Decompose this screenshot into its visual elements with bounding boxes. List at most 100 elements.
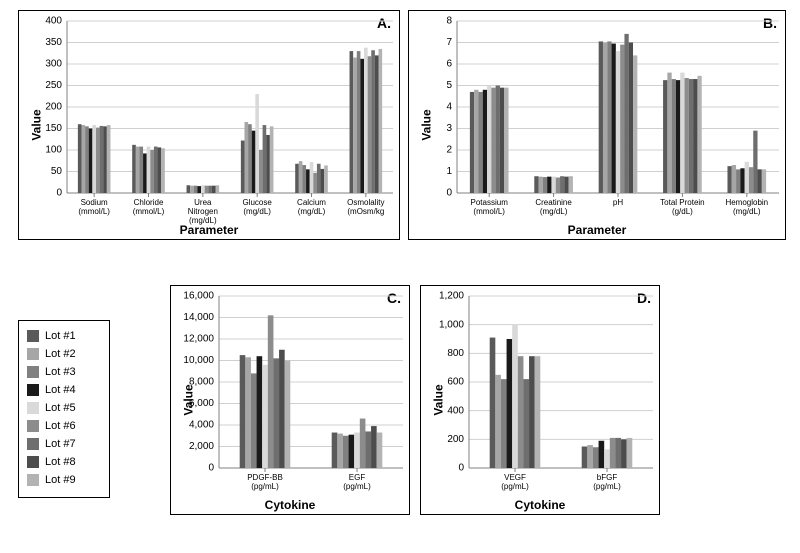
bar xyxy=(310,162,314,193)
y-tick-label: 8,000 xyxy=(189,377,214,388)
bar xyxy=(547,177,551,193)
bar xyxy=(501,379,507,468)
bar xyxy=(365,431,371,468)
legend-swatch xyxy=(27,384,39,396)
bar xyxy=(615,438,621,468)
bar xyxy=(150,150,154,193)
legend: Lot #1Lot #2Lot #3Lot #4Lot #5Lot #6Lot … xyxy=(18,320,110,498)
x-tick-label: Calcium(mg/dL) xyxy=(297,198,326,216)
bar xyxy=(285,361,291,469)
y-tick-label: 200 xyxy=(45,102,62,113)
bars xyxy=(240,315,383,468)
bar xyxy=(248,124,252,193)
bar xyxy=(534,176,538,193)
bar xyxy=(612,44,616,193)
legend-item: Lot #1 xyxy=(27,327,101,345)
y-tick-label: 8 xyxy=(446,16,452,27)
y-tick-label: 2 xyxy=(446,145,452,156)
panel-a: A. Value Parameter 050100150200250300350… xyxy=(18,10,400,240)
y-tick-label: 100 xyxy=(45,145,62,156)
y-tick-label: 7 xyxy=(446,37,452,48)
panel-c: C. Value Cytokine 02,0004,0006,0008,0001… xyxy=(170,285,410,515)
bar xyxy=(529,356,535,468)
bar xyxy=(332,433,338,468)
y-tick-label: 400 xyxy=(45,16,62,27)
y-tick-label: 16,000 xyxy=(183,291,214,302)
bar xyxy=(490,338,496,468)
bar xyxy=(620,45,624,193)
bar xyxy=(208,186,212,193)
bar xyxy=(749,167,753,193)
legend-swatch xyxy=(27,438,39,450)
x-tick-label: Creatinine(mg/dL) xyxy=(535,198,572,216)
bar xyxy=(496,86,500,194)
bar xyxy=(143,153,147,193)
x-tick-label: PDGF-BB(pg/mL) xyxy=(247,473,283,491)
bar xyxy=(736,169,740,193)
bar xyxy=(495,375,501,468)
bar xyxy=(672,79,676,193)
bar xyxy=(368,56,372,193)
bar xyxy=(616,51,620,193)
bar xyxy=(353,58,357,193)
bar xyxy=(324,165,328,193)
bar xyxy=(349,435,355,468)
bar xyxy=(607,41,611,193)
bar xyxy=(491,88,495,193)
bar xyxy=(758,169,762,193)
bar xyxy=(107,125,111,193)
bar xyxy=(212,186,216,193)
x-tick-label: Chloride(mmol/L) xyxy=(133,198,165,216)
y-tick-label: 2,000 xyxy=(189,441,214,452)
y-tick-label: 250 xyxy=(45,80,62,91)
bar xyxy=(302,165,306,193)
legend-label: Lot #1 xyxy=(45,327,76,345)
bar xyxy=(268,315,274,468)
bar xyxy=(136,147,140,193)
bar xyxy=(543,177,547,193)
bar xyxy=(306,169,310,193)
bar xyxy=(81,125,85,193)
bar xyxy=(676,80,680,193)
x-tick-label: bFGF(pg/mL) xyxy=(593,473,621,491)
y-tick-label: 150 xyxy=(45,123,62,134)
bar xyxy=(132,145,136,193)
plot-area: 02004006008001,0001,200VEGF(pg/mL)bFGF(p… xyxy=(421,286,661,516)
bar xyxy=(610,438,616,468)
legend-item: Lot #7 xyxy=(27,435,101,453)
bar xyxy=(582,447,588,469)
plot-area: 02,0004,0006,0008,00010,00012,00014,0001… xyxy=(171,286,411,516)
y-tick-label: 1,200 xyxy=(439,291,464,302)
y-tick-label: 6 xyxy=(446,59,452,70)
bar xyxy=(295,164,299,193)
bar xyxy=(187,185,191,193)
bar xyxy=(343,436,349,468)
bar xyxy=(560,176,564,193)
bar xyxy=(624,34,628,193)
legend-item: Lot #4 xyxy=(27,381,101,399)
legend-label: Lot #7 xyxy=(45,435,76,453)
y-tick-label: 300 xyxy=(45,59,62,70)
legend-label: Lot #2 xyxy=(45,345,76,363)
bar xyxy=(263,125,267,193)
bar xyxy=(158,147,162,193)
y-tick-label: 1,000 xyxy=(439,319,464,330)
plot-area: 012345678Potassium(mmol/L)Creatinine(mg/… xyxy=(409,11,787,241)
bar xyxy=(375,55,379,193)
x-tick-label: Potassium(mmol/L) xyxy=(471,198,509,216)
legend-label: Lot #9 xyxy=(45,471,76,489)
legend-label: Lot #8 xyxy=(45,453,76,471)
bar xyxy=(693,79,697,193)
bar xyxy=(92,125,96,193)
bar xyxy=(539,177,543,193)
bar xyxy=(371,426,377,468)
bars xyxy=(470,34,766,193)
bar xyxy=(487,86,491,194)
bar xyxy=(205,186,209,193)
bar xyxy=(379,49,383,193)
bar xyxy=(216,185,220,193)
bar xyxy=(667,73,671,193)
legend-swatch xyxy=(27,420,39,432)
y-tick-label: 0 xyxy=(208,463,214,474)
x-tick-label: Sodium(mmol/L) xyxy=(78,198,110,216)
